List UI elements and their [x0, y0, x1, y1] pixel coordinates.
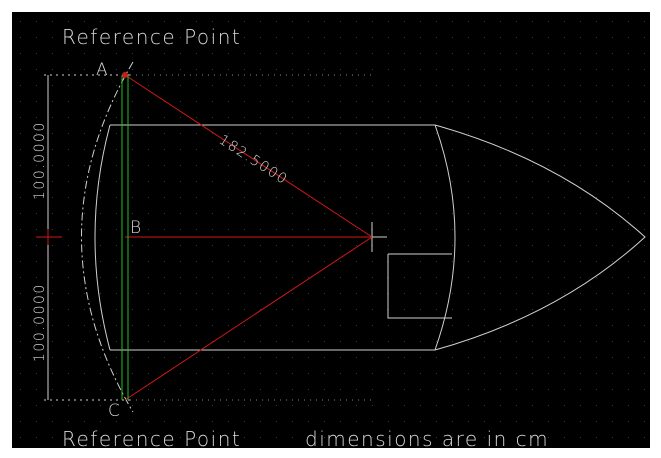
point-label: B [130, 218, 143, 238]
boat-outline [94, 124, 646, 351]
grid [12, 12, 650, 448]
reference-arc [81, 61, 134, 413]
red-construction [36, 72, 373, 401]
green-line [121, 75, 129, 400]
dimension-label: 100.0000 [32, 121, 48, 200]
point-label: A [96, 60, 109, 80]
units-note: dimensions are in cm [305, 427, 549, 451]
reference-label: Reference Point [62, 25, 241, 49]
dimension-label: 100.0000 [32, 283, 48, 362]
reference-label: Reference Point [62, 427, 241, 451]
point-label: C [108, 401, 121, 421]
